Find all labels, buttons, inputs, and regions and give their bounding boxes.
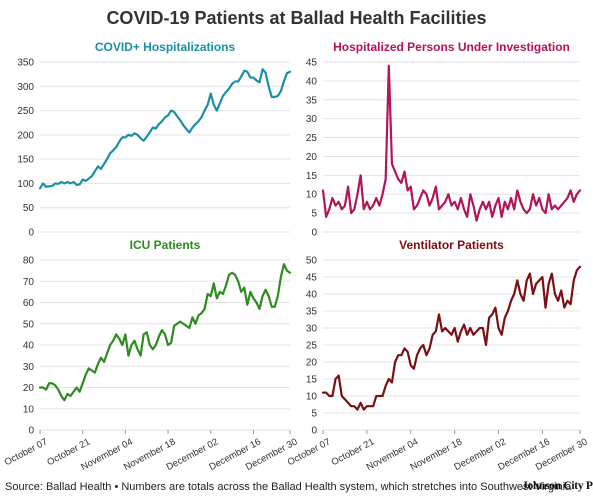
panel-4-series-line [321, 265, 582, 411]
panel-1-y-tick-label: 100 [17, 179, 34, 190]
panel-2-title: Hospitalized Persons Under Investigation [333, 40, 570, 54]
page-title: COVID-19 Patients at Ballad Health Facil… [106, 8, 487, 28]
panel-2-y-tick-label: 35 [306, 95, 318, 106]
panel-3-title: ICU Patients [130, 238, 201, 252]
panel-2-y-tick-label: 45 [306, 58, 318, 69]
panel-4-y-tick-label: 30 [306, 324, 318, 335]
publisher-logo: Johnson City Press [522, 480, 593, 492]
panel-1-y-tick-label: 0 [28, 228, 34, 239]
panel-2-y-tick-label: 25 [306, 133, 318, 144]
panel-4-y-tick-label: 35 [306, 307, 318, 318]
panel-4-y-tick-label: 20 [306, 358, 318, 369]
panel-4-y-tick-label: 5 [311, 409, 317, 420]
panel-3-y-tick-label: 20 [23, 383, 35, 394]
panel-1-y-tick-label: 350 [17, 58, 34, 69]
panel-2-series-line [321, 64, 582, 222]
panel-4-y-tick-label: 25 [306, 341, 318, 352]
panel-1-y-tick-label: 50 [23, 203, 35, 214]
panel-1-y-tick-label: 150 [17, 155, 34, 166]
panel-3-y-tick-label: 80 [23, 256, 35, 267]
panel-3-y-tick-label: 0 [28, 426, 34, 437]
panel-1-y-tick-label: 200 [17, 130, 34, 141]
panel-2-y-tick-label: 30 [306, 114, 318, 125]
panel-1-y-tick-label: 250 [17, 106, 34, 117]
panel-4-y-tick-label: 40 [306, 290, 318, 301]
panel-3-y-tick-label: 60 [23, 298, 35, 309]
panel-3-y-tick-label: 10 [23, 404, 35, 415]
panel-3-y-tick-label: 50 [23, 319, 35, 330]
panel-2-y-tick-label: 10 [306, 190, 318, 201]
panel-1-y-tick-label: 300 [17, 82, 34, 93]
panel-4-y-tick-label: 10 [306, 392, 318, 403]
panel-1-title: COVID+ Hospitalizations [95, 40, 236, 54]
panel-4-y-tick-label: 15 [306, 375, 318, 386]
panel-1-series-line [38, 68, 292, 190]
panel-4-y-tick-label: 45 [306, 273, 318, 284]
panel-3-y-tick-label: 40 [23, 341, 35, 352]
panel-3-y-tick-label: 70 [23, 277, 35, 288]
panel-2-y-tick-label: 20 [306, 152, 318, 163]
panel-2-y-tick-label: 5 [311, 209, 317, 220]
panel-4-y-tick-label: 50 [306, 256, 318, 267]
panel-2-y-tick-label: 40 [306, 76, 318, 87]
panel-4-y-tick-label: 0 [311, 426, 317, 437]
panel-3-series-line [38, 263, 292, 402]
panel-2-y-tick-label: 15 [306, 171, 318, 182]
panel-3-x-tick-label: October 07 [3, 436, 50, 468]
panel-2-y-tick-label: 0 [311, 228, 317, 239]
panel-3-y-tick-label: 30 [23, 362, 35, 373]
panel-4-title: Ventilator Patients [399, 238, 504, 252]
source-note: Source: Ballad Health • Numbers are tota… [5, 481, 572, 493]
